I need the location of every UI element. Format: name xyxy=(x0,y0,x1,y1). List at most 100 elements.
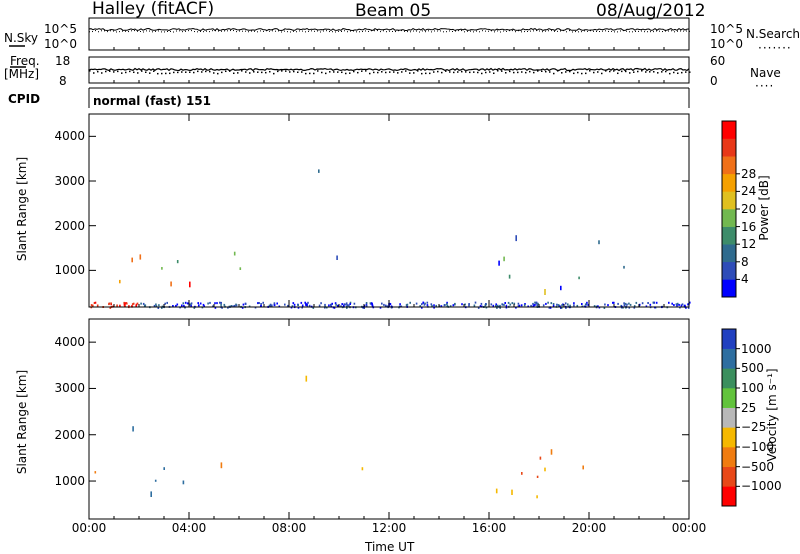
ground-scatter-cell xyxy=(586,301,588,304)
nsearch-dot xyxy=(677,30,678,32)
ground-scatter-cell xyxy=(676,304,678,307)
nave-dot xyxy=(105,70,107,73)
freq-trace xyxy=(88,67,690,72)
nsearch-dot xyxy=(647,31,648,33)
nave-legend-dots: ···· xyxy=(755,79,775,93)
nave-label: Nave xyxy=(750,66,781,80)
colorbar-segment xyxy=(722,226,736,245)
ground-scatter-cell xyxy=(452,304,455,307)
nsearch-dot xyxy=(413,30,414,32)
ground-scatter-cell xyxy=(381,302,383,305)
nave-dot xyxy=(305,72,307,75)
y-tick-label: 1000 xyxy=(54,263,85,278)
cpid-label: CPID xyxy=(8,92,41,106)
nsearch-dot xyxy=(290,31,291,33)
nsearch-dot xyxy=(200,30,201,32)
nave-dot xyxy=(669,72,671,75)
panel-frame xyxy=(88,113,690,308)
ground-scatter-cell xyxy=(158,304,160,307)
ground-scatter-cell xyxy=(415,302,418,305)
nsky-trace xyxy=(88,27,690,32)
freq-label-line2: [MHz] xyxy=(4,67,40,81)
ground-scatter-cell xyxy=(349,303,351,305)
nsearch-dot xyxy=(95,30,96,32)
freq-label-line1: Freq. xyxy=(10,54,40,68)
nsky-tick-low: 10^0 xyxy=(44,37,77,51)
echo-cell xyxy=(536,495,538,499)
ground-scatter-cell xyxy=(676,302,679,305)
nave-dot xyxy=(429,72,431,75)
nave-dot xyxy=(297,71,299,74)
ground-scatter-cell xyxy=(559,305,561,308)
nsearch-dot xyxy=(239,30,240,32)
ground-scatter-cell xyxy=(440,305,443,308)
ground-scatter-cell xyxy=(655,301,658,304)
ground-scatter-cell xyxy=(496,304,499,307)
nsearch-dot xyxy=(473,31,474,33)
nsearch-dot xyxy=(356,31,357,33)
nave-dot xyxy=(417,70,419,72)
colorbars xyxy=(721,120,740,507)
nsearch-dot xyxy=(176,30,177,32)
ground-scatter-cell xyxy=(435,304,437,307)
ground-scatter-cell xyxy=(647,302,649,304)
nsearch-dot xyxy=(338,30,339,32)
nave-dot xyxy=(93,72,95,74)
nsearch-dot xyxy=(572,31,573,33)
nsearch-dot xyxy=(500,31,501,33)
ground-scatter-cell xyxy=(223,303,226,306)
y-tick-label: 3000 xyxy=(54,381,85,396)
ground-scatter-cell xyxy=(203,305,205,308)
nave-dot xyxy=(89,70,91,72)
ground-scatter-cell xyxy=(496,306,498,309)
nave-dot xyxy=(325,72,327,75)
nsearch-dot xyxy=(656,30,657,32)
ground-scatter-cell xyxy=(123,301,125,304)
ground-scatter-cell xyxy=(271,304,273,307)
nsearch-dot xyxy=(275,30,276,32)
ground-scatter-cell xyxy=(346,304,349,307)
ground-scatter-cell xyxy=(649,303,652,306)
nave-dot xyxy=(453,71,455,74)
ground-scatter-cell xyxy=(131,305,133,308)
ground-scatter-cell xyxy=(345,303,347,306)
colorbar-segment xyxy=(722,388,736,408)
colorbar-segment xyxy=(722,427,736,448)
colorbar-tick-label: 24 xyxy=(741,184,757,199)
ground-scatter-cell xyxy=(369,302,372,305)
nave-dot xyxy=(673,71,675,74)
ground-scatter-cell xyxy=(468,303,470,305)
nave-dot xyxy=(457,71,459,73)
nsearch-dot xyxy=(488,30,489,32)
ground-scatter-cell xyxy=(320,302,322,305)
ground-scatter-cell xyxy=(209,301,211,304)
ground-scatter-cell xyxy=(132,302,135,305)
nsearch-dot xyxy=(287,31,288,33)
ground-scatter-cell xyxy=(681,303,684,306)
colorbar-tick-label: −1000 xyxy=(741,479,782,494)
nave-dot xyxy=(225,70,227,73)
nsearch-dot xyxy=(482,30,483,32)
echo-cell xyxy=(176,260,179,264)
nsearch-dot xyxy=(212,30,213,32)
nave-dot xyxy=(437,70,439,73)
ground-scatter-cell xyxy=(90,304,93,307)
colorbar-tick-label: −100 xyxy=(741,440,774,454)
nsearch-dot xyxy=(494,31,495,33)
ground-scatter-cell xyxy=(305,304,307,307)
colorbar-segment xyxy=(722,486,736,507)
ground-scatter-cell xyxy=(370,302,373,305)
nave-dot xyxy=(677,72,679,75)
ground-scatter-cell xyxy=(499,306,501,309)
nsearch-dot xyxy=(233,30,234,32)
nsearch-dot xyxy=(431,31,432,33)
ground-scatter-cell xyxy=(348,304,350,307)
nsearch-dot xyxy=(518,30,519,32)
ground-scatter-cell xyxy=(641,302,644,305)
ground-scatter-cell xyxy=(584,303,587,306)
nave-dot xyxy=(313,72,315,75)
nave-dot xyxy=(657,72,659,74)
echo-cell xyxy=(163,467,165,470)
nave-dot xyxy=(469,71,471,74)
power-colorbar-label: Power [dB] xyxy=(757,175,771,241)
